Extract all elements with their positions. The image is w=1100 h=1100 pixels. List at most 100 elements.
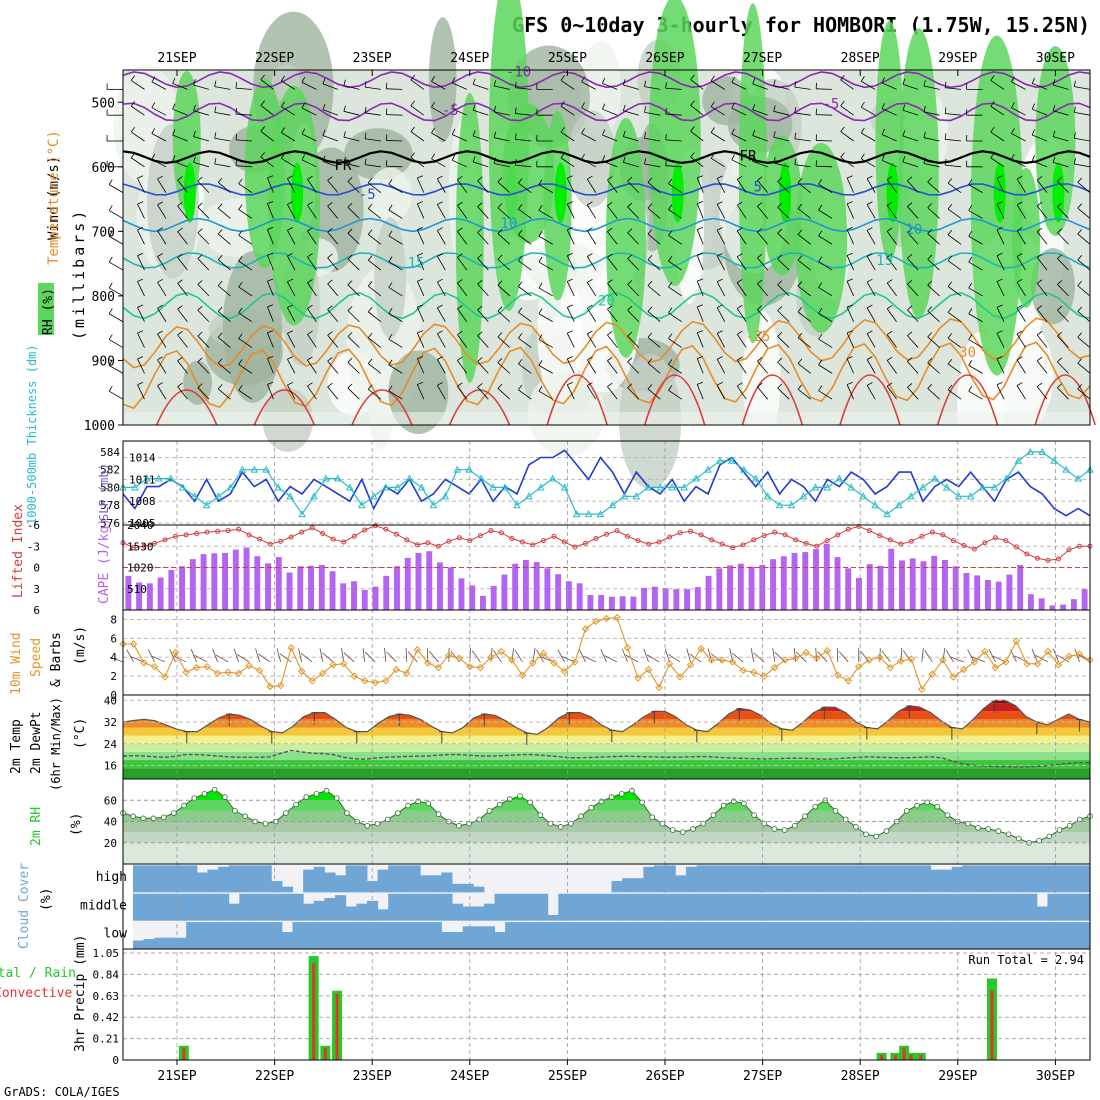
wind-ylabel-3: & Barbs (49, 632, 64, 687)
wind-barb-flag (581, 153, 585, 160)
cloud-middle-bar (335, 895, 347, 921)
wind-barb (172, 108, 188, 116)
cloud-low-bar (600, 922, 612, 949)
wind-barb-flag (151, 153, 156, 160)
cloud-high-bar (218, 866, 230, 893)
wind-barb-flag (238, 204, 243, 210)
cloud-high-bar (420, 875, 432, 893)
thickness-marker (405, 474, 414, 482)
wind-barb (716, 178, 726, 193)
wind-barb (364, 112, 381, 116)
wind-barb (607, 231, 618, 245)
wind-barb-flag (108, 308, 113, 314)
wind-barb-flag (902, 130, 906, 137)
li-marker (845, 526, 851, 532)
wind-barb (386, 88, 403, 90)
wind-barb (364, 651, 376, 663)
wind-barb-flag (497, 280, 503, 286)
wind-barb (388, 390, 403, 400)
cloud-low-bar (941, 922, 953, 949)
wind-barb (177, 334, 188, 348)
wind-barb (1016, 178, 1026, 193)
wind-barb (945, 87, 962, 90)
wind-barb-flag (881, 77, 885, 84)
wind-barb-flag (267, 252, 274, 256)
wind-barb-flag (1036, 253, 1043, 258)
cloud-high-bar (388, 865, 400, 893)
thickness-marker (178, 483, 187, 491)
wind-barb (607, 386, 618, 400)
contour-label: -5 (359, 187, 376, 203)
wind-barb-flag (881, 128, 885, 135)
wind-barb (731, 81, 747, 90)
cloud-high-bar (1004, 865, 1017, 893)
rh-moist-column (738, 3, 767, 344)
wind-marker (813, 654, 821, 662)
cloud-middle-bar (1015, 893, 1027, 921)
thickness-marker (131, 483, 139, 491)
wind-barb (881, 82, 897, 90)
rh-marker (181, 802, 187, 809)
cape-bar (479, 595, 486, 610)
wind-barb (497, 233, 511, 245)
cape-bar (856, 577, 862, 610)
wind-barb (137, 307, 145, 322)
wind-barb (866, 359, 876, 374)
li-marker (1003, 538, 1009, 544)
cloud-middle-bar (398, 893, 410, 921)
rh-marker (965, 820, 971, 827)
wind-barb (623, 162, 639, 168)
temp-ylabel-2: 2m DewPt (29, 711, 44, 774)
wind-marker (749, 668, 758, 677)
wind-barb-flag (267, 381, 274, 385)
li-marker (204, 529, 210, 535)
wind-barb (696, 255, 704, 271)
wind-barb (623, 110, 639, 116)
wind-barb (343, 652, 355, 663)
wind-barb-flag (238, 359, 243, 365)
wind-barb-flag (538, 179, 543, 185)
cloud-middle-bar (441, 893, 453, 921)
cape-bar (651, 586, 658, 610)
isotherm-line (122, 217, 1091, 233)
wind-barb-flag (437, 201, 443, 205)
cloud-middle-bar (1036, 906, 1048, 921)
wind-barb (1014, 655, 1028, 663)
cloud-high-bar (335, 875, 347, 893)
wind-barb (968, 261, 983, 271)
wind-barb (557, 649, 565, 663)
rh-marker (649, 814, 656, 821)
wind-barb-flag (560, 75, 565, 81)
cloud-high-bar (1047, 865, 1059, 893)
wind-barb (627, 335, 640, 348)
wind-barb (157, 178, 167, 193)
wind-barb (581, 158, 596, 168)
wind-barb (214, 163, 231, 168)
wind-barb-flag (197, 305, 203, 311)
thickness-marker (1062, 465, 1070, 473)
cloud-high-bar (707, 865, 719, 893)
wind-barb-flag (431, 153, 435, 160)
cloud-level-label: high (96, 870, 127, 885)
wind-barb (151, 81, 167, 90)
wind-barb (668, 312, 682, 323)
li-marker (540, 538, 546, 544)
wind-barb (607, 283, 618, 297)
wind-barb-flag (417, 304, 424, 308)
wind-barb-flag (177, 227, 183, 232)
thickness-marker (1026, 447, 1035, 455)
wind-barb (197, 180, 210, 193)
wind-barb-flag (260, 126, 265, 132)
cloud-middle-bar (494, 893, 506, 921)
wind-barb (665, 165, 682, 168)
li-marker (814, 543, 820, 549)
li-marker (1066, 547, 1072, 553)
li-marker (582, 540, 588, 546)
wind-barb-flag (137, 330, 144, 334)
rh-marker (618, 791, 625, 797)
cape-bar (673, 589, 680, 610)
wind-barb (927, 259, 940, 271)
wind-marker (1023, 660, 1031, 668)
wind-barb (861, 158, 876, 168)
wind-barb-flag (238, 333, 243, 339)
